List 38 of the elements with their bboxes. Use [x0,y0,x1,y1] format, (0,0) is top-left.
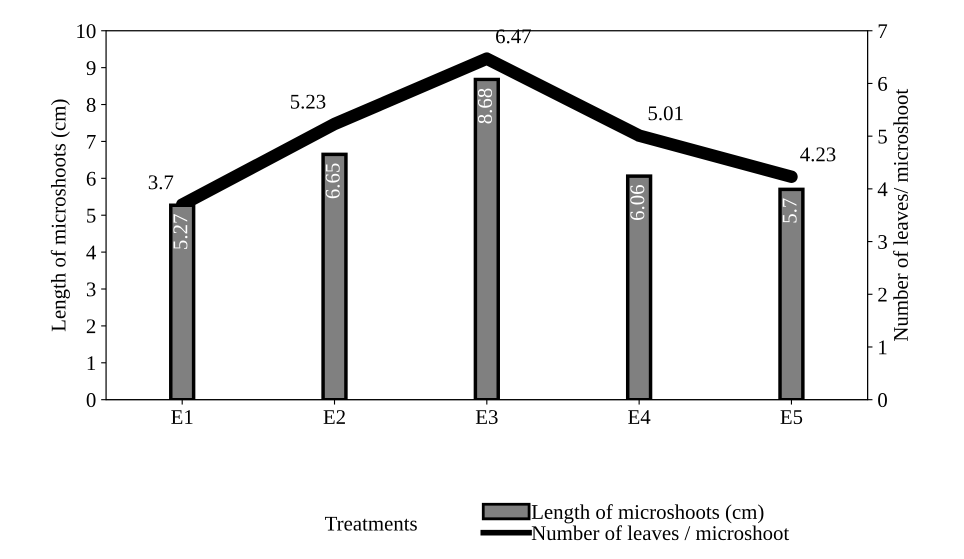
x-tick-label: E3 [476,410,498,424]
legend-label: Number of leaves / microshoot [532,525,790,540]
y2-axis-title: Number of leaves/ microshoot [893,88,908,342]
y-tick-label: 1 [88,356,96,370]
data-label: 5.23 [290,94,326,109]
data-label: 3.7 [148,175,174,190]
y-tick-label: 4 [86,246,96,260]
y2-tick-label: 5 [878,130,887,144]
y-tick-label: 8 [86,98,96,112]
data-label: 8.68 [478,88,492,124]
y-axis-title: Length of microshoots (cm) [50,100,70,332]
x-tick-label: E5 [780,410,802,424]
y-tick-label: 9 [86,61,96,76]
y2-tick-label: 0 [878,393,887,408]
y2-tick-label: 3 [878,235,887,249]
y-tick-label: 7 [87,135,96,149]
y-tick-label: 3 [86,282,96,296]
x-tick-label: E2 [324,410,345,424]
x-tick-label: E4 [628,410,650,424]
data-label: 5.01 [648,106,683,120]
data-label: 5.7 [782,198,797,223]
y2-tick-label: 6 [878,76,888,91]
data-label: 6.06 [630,185,644,220]
data-label: 4.23 [800,147,836,162]
x-tick-label: E1 [171,410,193,424]
y-tick-label: 5 [87,208,96,223]
y2-tick-label: 2 [878,288,887,302]
y-tick-label: 6 [86,172,96,186]
data-label: 5.27 [173,214,188,249]
data-label: 6.65 [326,163,340,198]
legend-label: Length of microshoots (cm) [532,504,764,524]
y-tick-label: 0 [86,393,96,408]
y2-tick-label: 1 [879,340,886,354]
y-tick-label: 10 [77,24,96,38]
y-tick-label: 2 [86,319,96,334]
y2-tick-label: 4 [878,182,888,196]
y2-tick-label: 7 [878,24,888,38]
x-axis-title: Treatments [325,516,417,531]
